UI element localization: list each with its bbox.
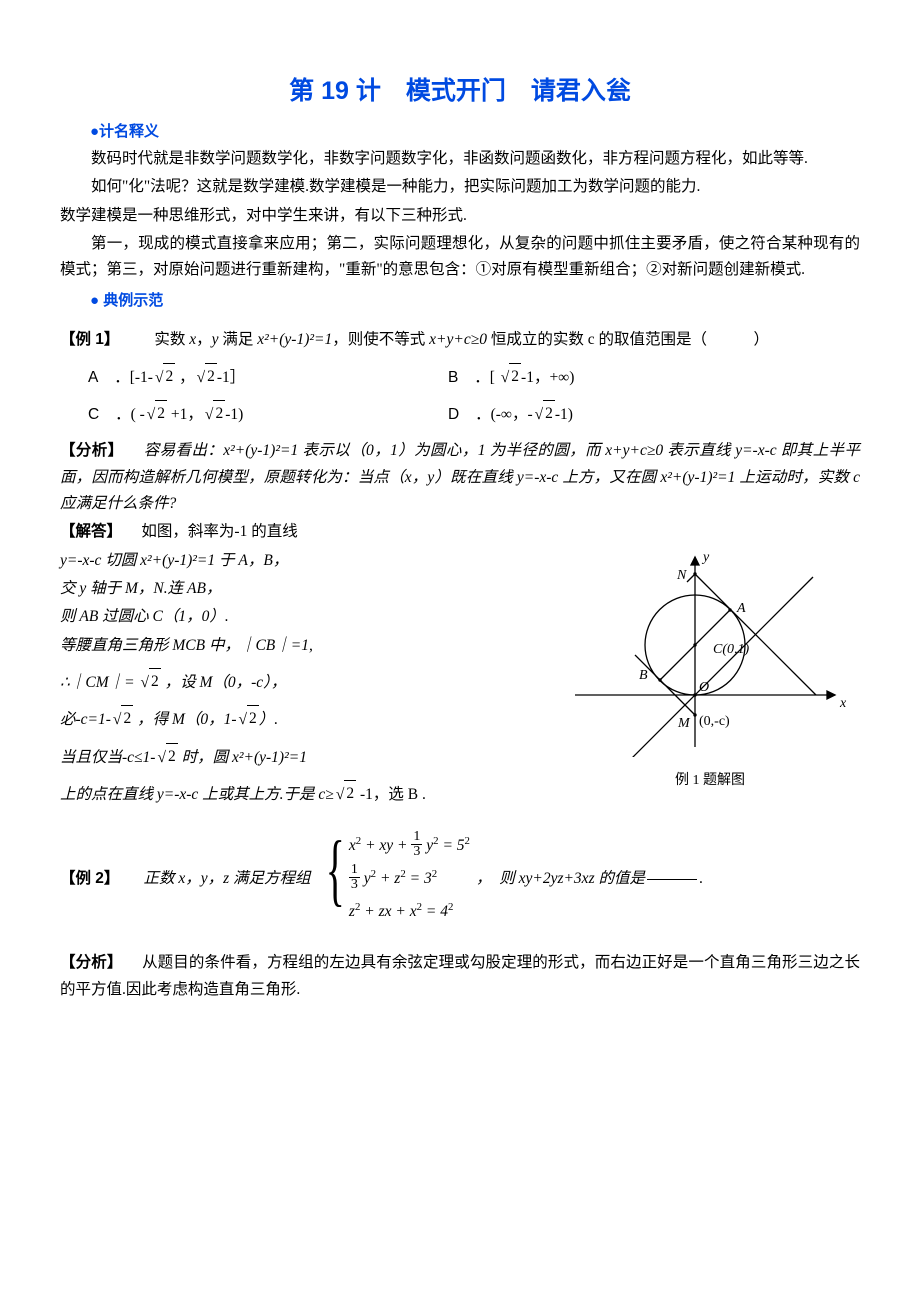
svg-text:x: x: [839, 696, 847, 711]
option-a-letter: A: [88, 369, 98, 386]
svg-text:O: O: [699, 680, 709, 695]
circle-line-diagram: y x N A C(0,1) B O M (0,-c): [565, 547, 855, 757]
solution-1-block: y x N A C(0,1) B O M (0,-c) 例 1 题解图: [60, 519, 860, 808]
para-1: 数码时代就是非数学问题数学化，非数字问题数字化，非函数问题函数化，非方程问题方程…: [60, 146, 860, 172]
section-heading-2: ● 典例示范: [60, 288, 860, 314]
option-d: D ．(-∞，-2-1): [448, 401, 808, 428]
analysis-2-tag: 【分析】: [60, 954, 122, 971]
diagram-1-caption: 例 1 题解图: [560, 769, 860, 793]
option-d-letter: D: [448, 406, 459, 423]
fill-blank: [647, 879, 697, 880]
svg-text:C(0,1): C(0,1): [713, 642, 750, 657]
analysis-1-tag: 【分析】: [60, 442, 124, 459]
svg-text:M: M: [677, 716, 691, 731]
solution-1-tag-line: 【解答】 如图，斜率为-1 的直线: [60, 519, 860, 545]
svg-text:y: y: [701, 550, 710, 565]
diagram-1: y x N A C(0,1) B O M (0,-c) 例 1 题解图: [560, 547, 860, 792]
ex1-text-pre: 实数: [154, 331, 189, 348]
svg-text:B: B: [639, 668, 648, 683]
analysis-1: 【分析】 容易看出：x²+(y-1)²=1 表示以（0，1）为圆心，1 为半径的…: [60, 438, 860, 517]
option-row-2: C ．( -2 +1，2-1) D ．(-∞，-2-1): [88, 401, 860, 428]
option-b: B ．[ 2-1，+∞): [448, 364, 808, 391]
example-2: 【例 2】 正数 x，y，z 满足方程组 { x2 + xy + 13 y2 =…: [60, 830, 860, 928]
equation-system: { x2 + xy + 13 y2 = 52 13 y2 + z2 = 32 z…: [316, 830, 469, 928]
option-c: C ．( -2 +1，2-1): [88, 401, 448, 428]
svg-text:A: A: [736, 601, 746, 616]
para-4: 第一，现成的模式直接拿来应用；第二，实际问题理想化，从复杂的问题中抓住主要矛盾，…: [60, 231, 860, 284]
svg-text:(0,-c): (0,-c): [699, 714, 730, 729]
option-row-1: A ．[-1-2 ，2-1］ B ．[ 2-1，+∞): [88, 364, 860, 391]
svg-text:N: N: [676, 568, 687, 583]
option-a: A ．[-1-2 ，2-1］: [88, 364, 448, 391]
page-title: 第 19 计 模式开门 请君入瓮: [60, 70, 860, 113]
option-c-letter: C: [88, 406, 99, 423]
example-2-tag: 【例 2】: [60, 866, 119, 892]
section-heading-1: ●计名释义: [60, 119, 860, 145]
para-3: 数学建模是一种思维形式，对中学生来讲，有以下三种形式.: [60, 203, 860, 229]
example-1-tag: 【例 1】: [60, 331, 119, 348]
example-1-question: 【例 1】 实数 x，y 满足 x²+(y-1)²=1，则使不等式 x+y+c≥…: [60, 327, 860, 353]
analysis-2: 【分析】 从题目的条件看，方程组的左边具有余弦定理或勾股定理的形式，而右边正好是…: [60, 950, 860, 1003]
para-2: 如何"化"法呢？这就是数学建模.数学建模是一种能力，把实际问题加工为数学问题的能…: [60, 174, 860, 200]
option-b-letter: B: [448, 369, 458, 386]
